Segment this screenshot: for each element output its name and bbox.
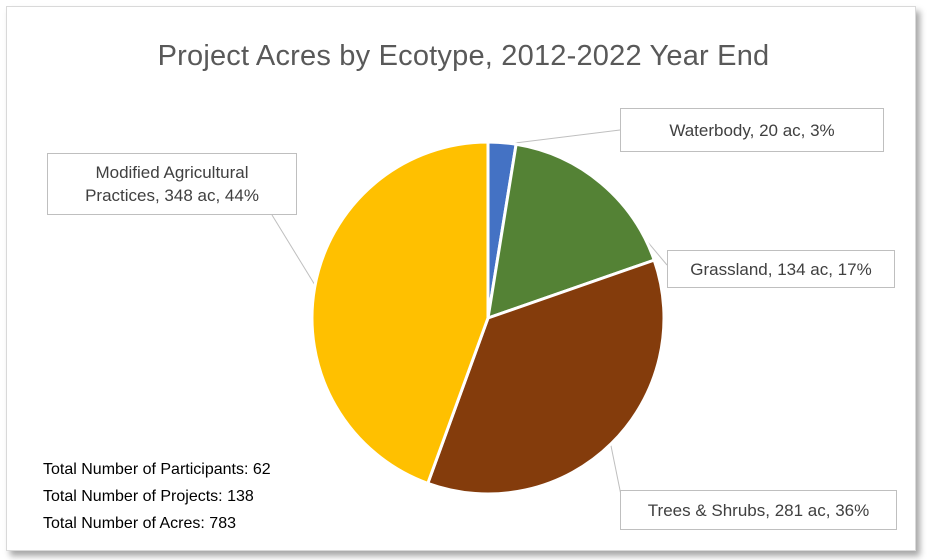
data-label-line-2: Practices, 348 ac, 44% — [85, 186, 259, 205]
total-acres: Total Number of Acres: 783 — [43, 515, 236, 532]
totals-summary: Total Number of Participants: 62 Total N… — [43, 456, 271, 537]
data-label-waterbody: Waterbody, 20 ac, 3% — [620, 108, 884, 152]
data-label-trees-shrubs: Trees & Shrubs, 281 ac, 36% — [620, 490, 897, 530]
chart-title: Project Acres by Ecotype, 2012-2022 Year… — [157, 40, 770, 72]
data-label-modified-agricultural-practices: Modified Agricultural Practices, 348 ac,… — [47, 153, 297, 215]
total-projects: Total Number of Projects: 138 — [43, 488, 254, 505]
leader-line — [271, 214, 318, 289]
data-label-line-1: Modified Agricultural — [95, 163, 249, 182]
pie-slice-modified-agricultural-practices — [310, 140, 490, 485]
total-participants: Total Number of Participants: 62 — [43, 461, 271, 478]
pie-slice-trees-shrubs — [426, 258, 666, 496]
data-label-grassland: Grassland, 134 ac, 17% — [667, 250, 895, 288]
leader-line — [501, 129, 621, 146]
